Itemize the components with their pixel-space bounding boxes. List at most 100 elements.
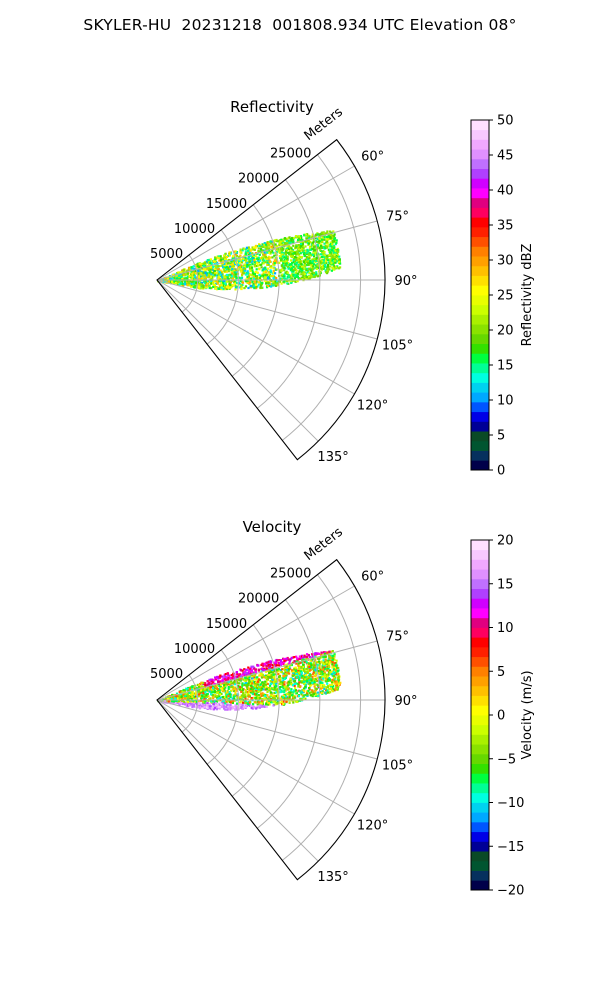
- echo-cell: [289, 259, 293, 262]
- echo-cell: [280, 264, 283, 267]
- echo-cell: [234, 708, 237, 711]
- echo-cell: [210, 282, 213, 285]
- echo-cell: [316, 237, 319, 240]
- echo-cell: [224, 266, 227, 269]
- echo-cell: [247, 666, 250, 669]
- echo-cell: [298, 259, 301, 262]
- echo-cell: [299, 235, 302, 238]
- echo-cell: [322, 656, 325, 659]
- echo-cell: [330, 256, 333, 259]
- echo-cell: [238, 282, 241, 285]
- echo-cell: [325, 235, 328, 238]
- echo-cell: [311, 689, 314, 692]
- echo-cell: [272, 284, 275, 287]
- echo-cell: [288, 701, 291, 704]
- echo-cell: [267, 272, 270, 275]
- echo-cell: [247, 669, 250, 672]
- echo-cell: [268, 697, 271, 701]
- echo-cell: [320, 268, 323, 271]
- echo-cell: [325, 261, 328, 264]
- echo-cell: [286, 684, 289, 687]
- echo-cell: [301, 665, 304, 669]
- echo-cell: [232, 686, 235, 689]
- echo-cell: [288, 695, 291, 699]
- echo-cell: [294, 235, 298, 238]
- echo-cell: [177, 280, 180, 283]
- echo-cell: [253, 667, 256, 670]
- echo-cell: [275, 664, 278, 667]
- echo-cell: [189, 274, 192, 277]
- echo-cell: [187, 269, 190, 272]
- echo-cell: [213, 268, 216, 271]
- echo-cell: [186, 272, 189, 275]
- echo-cell: [244, 252, 247, 255]
- echo-cell: [235, 707, 238, 710]
- range-tick-label: 15000: [206, 197, 247, 212]
- echo-cell: [303, 234, 306, 237]
- echo-cell: [282, 240, 285, 243]
- echo-cell: [312, 246, 315, 249]
- echo-cell: [320, 239, 324, 242]
- echo-cell: [326, 669, 329, 672]
- echo-cell: [238, 686, 242, 689]
- echo-cell: [243, 668, 246, 671]
- echo-cell: [335, 662, 338, 665]
- echo-cell: [294, 686, 297, 690]
- echo-cell: [167, 280, 170, 283]
- echo-cell: [297, 277, 300, 280]
- echo-cell: [248, 276, 251, 279]
- echo-cell: [251, 685, 255, 688]
- echo-cell: [306, 694, 309, 697]
- echo-cell: [302, 271, 306, 274]
- echo-cell: [241, 673, 244, 676]
- echo-cell: [332, 671, 335, 674]
- echo-cell: [273, 682, 276, 685]
- echo-cell: [312, 692, 315, 695]
- echo-cell: [333, 253, 336, 256]
- echo-cell: [321, 251, 324, 255]
- echo-cell: [272, 271, 275, 274]
- echo-cell: [270, 682, 273, 685]
- echo-cell: [292, 684, 295, 687]
- echo-cell: [311, 677, 314, 680]
- echo-cell: [263, 242, 266, 245]
- echo-cell: [208, 690, 211, 693]
- echo-cell: [189, 686, 192, 689]
- echo-cell: [284, 669, 287, 672]
- echo-cell: [265, 282, 268, 285]
- echo-cell: [302, 277, 305, 280]
- echo-cell: [312, 253, 315, 256]
- echo-cell: [289, 265, 293, 268]
- echo-cell: [325, 691, 329, 694]
- echo-cell: [282, 695, 285, 698]
- echo-cell: [321, 266, 324, 269]
- echo-cell: [172, 273, 175, 277]
- echo-cell: [256, 698, 259, 701]
- colorbar-tick-label: 15: [497, 359, 514, 374]
- echo-cell: [323, 651, 326, 654]
- echo-cell: [213, 699, 216, 702]
- echo-cell: [281, 253, 284, 256]
- echo-cell: [264, 662, 267, 665]
- echo-cell: [335, 670, 338, 673]
- echo-cell: [171, 275, 174, 278]
- echo-cell: [285, 249, 288, 252]
- echo-cell: [268, 243, 271, 247]
- echo-cell: [171, 693, 174, 697]
- echo-cell: [263, 255, 266, 258]
- echo-cell: [247, 681, 250, 684]
- echo-cell: [279, 240, 283, 243]
- echo-cell: [253, 260, 256, 264]
- echo-cell: [208, 286, 211, 290]
- echo-cell: [240, 266, 243, 269]
- echo-cell: [269, 250, 272, 253]
- echo-cell: [233, 683, 236, 686]
- colorbar-tick-label: 35: [497, 219, 514, 234]
- echo-cell: [192, 273, 195, 276]
- echo-cell: [273, 678, 276, 681]
- echo-cell: [299, 661, 302, 664]
- echo-cell: [297, 685, 300, 688]
- echo-cell: [257, 264, 260, 267]
- echo-cell: [241, 273, 244, 276]
- echo-cell: [331, 672, 334, 675]
